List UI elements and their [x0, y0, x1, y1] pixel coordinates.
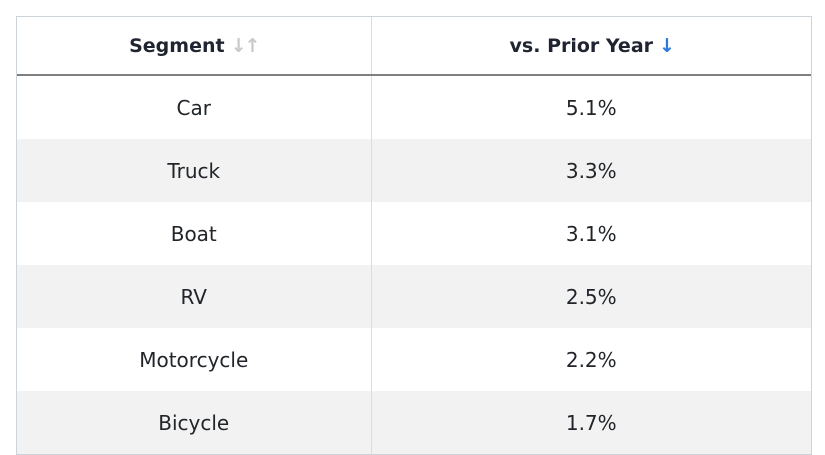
column-header-vs-prior-year[interactable]: vs. Prior Year ↓	[371, 17, 811, 76]
table-row: Car 5.1%	[17, 75, 811, 139]
segment-cell: Truck	[17, 139, 372, 202]
segment-cell: Boat	[17, 202, 372, 265]
column-header-segment[interactable]: Segment ↓↑	[17, 17, 372, 76]
segment-cell: Car	[17, 75, 372, 139]
value-cell: 3.3%	[371, 139, 811, 202]
value-cell: 3.1%	[371, 202, 811, 265]
sort-both-icon[interactable]: ↓↑	[230, 34, 261, 57]
value-cell: 5.1%	[371, 75, 811, 139]
header-row: Segment ↓↑ vs. Prior Year ↓	[17, 17, 811, 76]
sort-descending-icon[interactable]: ↓	[659, 34, 675, 57]
table-row: Boat 3.1%	[17, 202, 811, 265]
column-header-segment-label: Segment	[129, 34, 225, 57]
table-row: Bicycle 1.7%	[17, 391, 811, 454]
value-cell: 2.5%	[371, 265, 811, 328]
table-row: Truck 3.3%	[17, 139, 811, 202]
table-row: Motorcycle 2.2%	[17, 328, 811, 391]
value-cell: 2.2%	[371, 328, 811, 391]
segment-cell: Bicycle	[17, 391, 372, 454]
segment-comparison-table: Segment ↓↑ vs. Prior Year ↓ Car 5.1% Truck…	[16, 16, 812, 455]
segment-cell: Motorcycle	[17, 328, 372, 391]
segment-cell: RV	[17, 265, 372, 328]
table-row: RV 2.5%	[17, 265, 811, 328]
column-header-vs-prior-year-label: vs. Prior Year	[509, 34, 654, 57]
value-cell: 1.7%	[371, 391, 811, 454]
